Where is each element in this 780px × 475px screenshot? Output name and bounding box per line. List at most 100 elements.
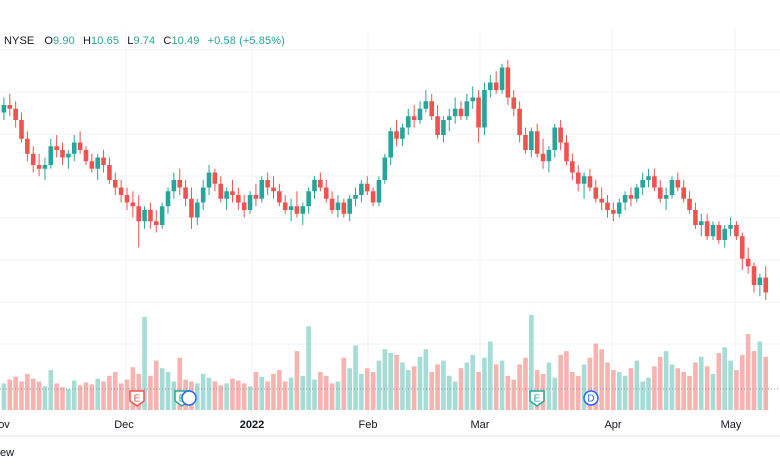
volume-bar (640, 381, 645, 410)
candle-body (552, 127, 558, 150)
earnings-marker (529, 390, 545, 407)
volume-bar (277, 370, 282, 410)
candle-body (564, 142, 569, 162)
volume-bar (247, 386, 253, 410)
candle-body (271, 187, 276, 192)
volume-bar (312, 379, 317, 410)
volume-bar (19, 381, 24, 410)
candle-body (7, 105, 13, 109)
volume-bar (675, 368, 681, 410)
candle-body (30, 153, 36, 165)
event-marker-label: E (534, 394, 541, 405)
candle-body (42, 165, 48, 169)
candle-body (470, 97, 476, 102)
candle-body (288, 206, 294, 210)
candle-body (19, 120, 24, 139)
candle-body (124, 195, 130, 203)
candle-body (517, 108, 522, 135)
candle-body (294, 206, 300, 214)
candle-body (388, 131, 393, 158)
candle-body (83, 150, 89, 162)
candle-body (394, 131, 399, 139)
volume-bar (335, 381, 341, 410)
volume-bar (200, 373, 206, 410)
candle-body (458, 108, 464, 117)
x-tick-label: Feb (359, 419, 378, 431)
candle-body (698, 221, 704, 225)
volume-bar (622, 375, 628, 410)
candle-body (153, 221, 159, 225)
candle-body (751, 266, 757, 285)
x-tick-label: ov (0, 419, 10, 431)
candle-body (382, 157, 388, 180)
volume-bar (693, 362, 698, 410)
event-marker-label: E (134, 394, 141, 405)
legend-close-value: 10.49 (171, 35, 200, 47)
volume-bar (581, 364, 587, 410)
volume-bar (218, 385, 224, 410)
legend-open-label: O (44, 35, 54, 47)
candle-body (359, 183, 364, 195)
candle-body (405, 116, 411, 128)
candle-body (165, 191, 171, 207)
volume-bar (282, 381, 288, 410)
volume-bar (464, 362, 470, 410)
volume-bar (206, 377, 212, 410)
volume-bar (634, 360, 640, 410)
volume-bar (364, 368, 370, 410)
volume-bar (704, 366, 710, 410)
x-tick-label: Apr (604, 419, 621, 431)
candle-body (728, 225, 733, 229)
volume-bar (552, 377, 558, 410)
candle-body (464, 101, 470, 117)
volume-bar (435, 364, 440, 410)
candle-body (66, 153, 71, 158)
candle-body (77, 142, 83, 150)
volume-bar (529, 315, 534, 410)
candle-body (646, 176, 651, 180)
volume-bar (722, 347, 728, 410)
volume-bar (534, 370, 540, 410)
candle-body (640, 180, 645, 188)
volume-bar (470, 354, 476, 410)
candle-body (206, 172, 212, 188)
candle-body (411, 116, 417, 120)
volume-bar (300, 375, 306, 410)
volume-bar (359, 373, 364, 410)
candle-body (634, 187, 640, 199)
candle-body (687, 198, 692, 210)
volume-bar (669, 364, 675, 410)
candle-body (54, 146, 59, 150)
volume-bar (716, 353, 722, 410)
volume-bar (452, 381, 458, 410)
candle-body (423, 101, 429, 109)
candle-body (253, 195, 259, 199)
volume-bar (341, 357, 347, 410)
candle-body (570, 161, 575, 173)
volume-bar (441, 360, 446, 410)
candle-body (622, 195, 628, 203)
candle-body (148, 210, 153, 222)
volume-bar (294, 351, 300, 410)
volume-bar (271, 373, 276, 410)
volume-bar (476, 372, 481, 410)
candle-body (277, 191, 282, 203)
volume-bar (112, 372, 118, 410)
candle-body (95, 157, 100, 169)
candle-body (247, 195, 253, 210)
volume-bar (394, 354, 399, 410)
candle-body (159, 206, 165, 225)
candle-body (605, 202, 610, 210)
candle-body (107, 165, 112, 180)
candle-body (675, 180, 681, 188)
bottom-view-label[interactable]: ew (0, 447, 15, 459)
volume-bar (329, 383, 335, 410)
volume-bar (429, 372, 435, 410)
legend-exchange: NYSE (4, 35, 35, 47)
candle-body (616, 202, 622, 214)
candle-body (265, 180, 270, 188)
volume-bar (370, 372, 376, 410)
volume-bar (488, 341, 493, 410)
candle-body (48, 146, 54, 165)
